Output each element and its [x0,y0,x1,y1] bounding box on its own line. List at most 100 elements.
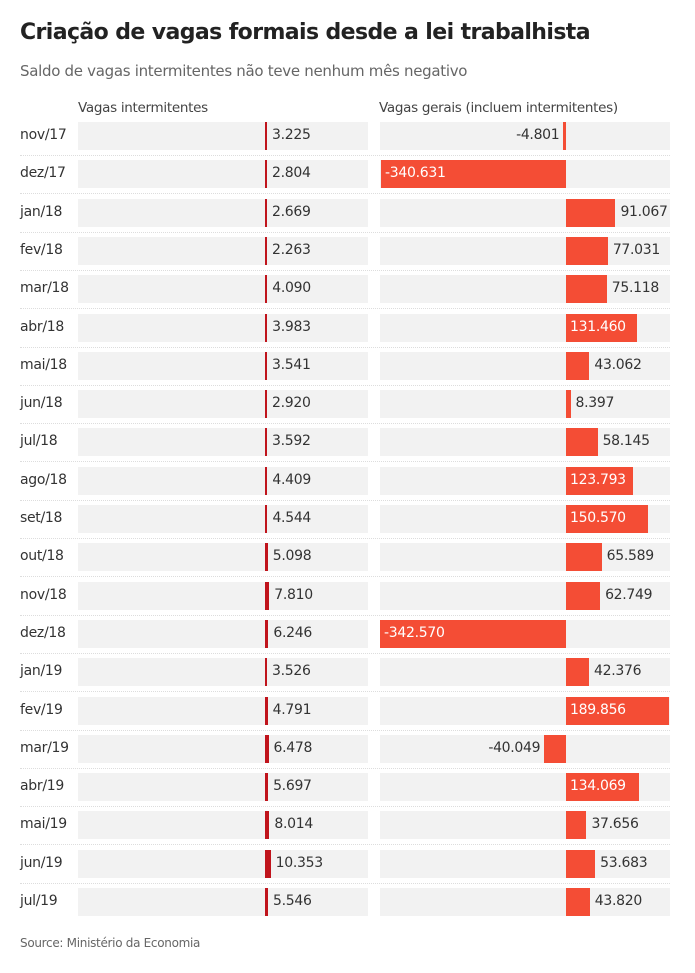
panel-background [380,390,670,419]
value-label: 43.062 [594,356,642,373]
bar [265,849,271,878]
chart-row: dez/18 6.246 -342.570 [0,619,695,648]
chart-row: mar/18 4.090 75.118 [0,275,695,304]
category-label: abr/19 [20,778,64,795]
value-label: 53.683 [600,854,648,871]
category-label: dez/17 [20,165,66,182]
bar [265,313,268,342]
row-separator [20,193,670,195]
row-separator [20,499,670,501]
panel-background [380,658,670,687]
row-separator [20,538,670,539]
row-separator [20,384,670,386]
panel-background [78,122,368,150]
value-label: 75.118 [611,280,659,297]
value-label: 43.820 [594,893,642,909]
row-separator [20,652,670,654]
category-label: nov/17 [20,127,67,143]
bar [265,275,268,304]
category-label: jan/19 [20,663,63,680]
panel-background [78,619,368,648]
value-label: 8.014 [274,816,313,833]
bar [265,696,268,725]
panel-background [78,236,368,265]
bar [566,390,571,419]
row-separator [20,308,670,310]
value-label: -340.631 [385,165,446,182]
bar [566,428,598,457]
panel-background [78,581,368,610]
value-label: 131.460 [570,318,626,335]
category-label: set/18 [20,510,63,526]
value-label: 5.098 [272,548,312,565]
chart-row: abr/19 5.697 134.069 [0,773,695,802]
category-label: fev/18 [20,241,63,258]
value-label: 2.804 [272,165,311,182]
value-label: 91.067 [620,203,668,220]
panel-background [380,581,670,610]
bar [265,734,269,763]
bar [265,122,267,150]
value-label: 2.669 [272,203,311,220]
bar [566,505,648,533]
row-separator [20,269,670,271]
panel-background [78,160,368,189]
value-label: 3.592 [272,433,311,450]
panel-background [78,811,368,840]
value-label: -40.049 [488,739,541,756]
panel-background [78,390,368,419]
value-label: 123.793 [570,471,626,488]
bar [381,160,566,189]
chart-row: jul/18 3.592 58.145 [0,428,695,457]
panel-background [78,351,368,380]
bar [544,734,566,763]
panel-background [380,198,670,227]
chart-row: mar/19 6.478 -40.049 [0,734,695,763]
value-label: 62.749 [605,586,653,603]
row-separator [20,691,670,693]
value-label: 5.697 [273,778,312,795]
bar [265,466,268,495]
category-label: mar/19 [20,739,69,756]
value-label: 6.478 [273,739,313,756]
value-label: 3.541 [272,356,311,373]
row-separator [20,155,670,156]
bar [265,390,267,419]
bar [265,888,268,916]
row-separator [20,576,670,578]
value-label: 42.376 [594,663,642,680]
category-label: fev/19 [20,701,63,718]
panel-background [380,275,670,304]
row-separator [20,346,670,348]
value-label: 5.546 [273,893,312,909]
column-header-intermittent: Vagas intermitentes [78,100,208,116]
panel-background [78,773,368,802]
bar [566,888,590,916]
row-separator [20,423,670,425]
value-label: 65.589 [606,548,654,565]
value-label: 37.656 [591,816,639,833]
category-label: ago/18 [20,471,67,488]
panel-background [78,543,368,572]
source-note: Source: Ministério da Economia [20,936,201,950]
bar [265,543,268,572]
bar [566,543,602,572]
value-label: 6.246 [273,624,312,641]
category-label: jun/18 [20,395,63,412]
bar [265,428,267,457]
row-separator [20,461,670,463]
panel-background [380,811,670,840]
chart-row: dez/17 2.804 -340.631 [0,160,695,189]
bar [566,811,587,840]
bar [265,581,270,610]
bar [265,773,269,802]
bar [265,619,269,648]
value-label: 4.791 [272,701,312,718]
category-label: mai/19 [20,816,67,833]
category-label: nov/18 [20,586,67,603]
panel-background [380,351,670,380]
row-separator [20,844,670,846]
bar [566,658,589,687]
bar [566,275,607,304]
chart-row: mai/18 3.541 43.062 [0,351,695,380]
